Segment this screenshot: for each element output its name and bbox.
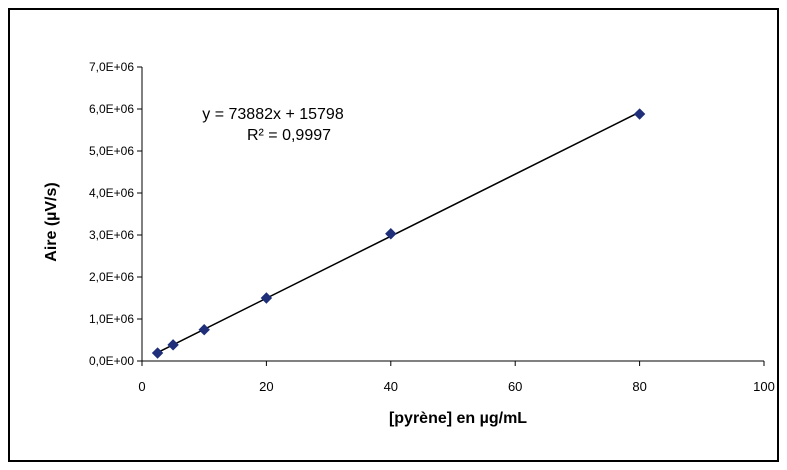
axes <box>137 66 765 366</box>
x-tick-label: 20 <box>259 379 273 394</box>
data-point <box>633 108 646 120</box>
x-tick-label: 0 <box>138 379 145 394</box>
calibration-chart: 0,0E+00 1,0E+06 2,0E+06 3,0E+06 4,0E+06 5,0E+… <box>43 60 775 427</box>
trendline <box>157 111 640 354</box>
data-point <box>260 292 273 304</box>
y-tick-label: 5,0E+06 <box>89 144 134 158</box>
data-point <box>167 339 179 351</box>
data-point <box>198 324 210 336</box>
equation-annotation: y = 73882x + 15798 <box>202 106 344 123</box>
x-tick-label: 80 <box>632 379 646 394</box>
y-axis-label: Aire (µV/s) <box>43 182 60 261</box>
y-tick-label: 2,0E+06 <box>89 270 134 284</box>
chart-frame: 0,0E+00 1,0E+06 2,0E+06 3,0E+06 4,0E+06 5,0E+… <box>8 8 779 462</box>
y-tick-label: 7,0E+06 <box>89 60 134 74</box>
x-tick-label: 60 <box>508 379 522 394</box>
y-tick-label: 1,0E+06 <box>89 312 134 326</box>
data-points <box>151 108 646 359</box>
x-tick-label: 40 <box>384 379 398 394</box>
x-tick-label: 100 <box>753 379 775 394</box>
r-squared-annotation: R² = 0,9997 <box>247 127 331 144</box>
data-point <box>385 228 397 240</box>
trendline-line <box>157 111 640 354</box>
tick-labels: 0,0E+00 1,0E+06 2,0E+06 3,0E+06 4,0E+06 5,0E+… <box>89 60 775 394</box>
x-axis-label: [pyrène] en µg/mL <box>389 410 527 427</box>
y-tick-label: 0,0E+00 <box>89 354 134 368</box>
y-tick-label: 4,0E+06 <box>89 186 134 200</box>
y-tick-label: 6,0E+06 <box>89 102 134 116</box>
data-point <box>151 347 164 359</box>
y-tick-label: 3,0E+06 <box>89 228 134 242</box>
